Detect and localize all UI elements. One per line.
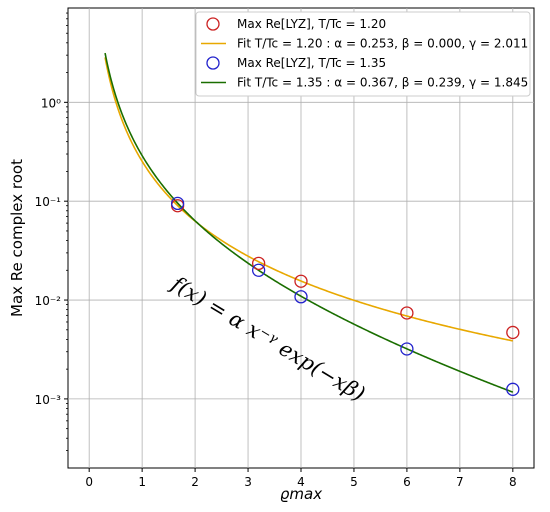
y-axis-label: Max Re complex root — [8, 159, 26, 317]
legend-marker — [206, 56, 220, 70]
x-tick-label: 4 — [297, 475, 305, 489]
y-tick-label: 10⁻¹ — [35, 195, 62, 209]
x-tick-label: 8 — [509, 475, 517, 489]
x-tick-label: 3 — [244, 475, 252, 489]
x-tick-label: 6 — [403, 475, 411, 489]
legend-label: Fit T/Tc = 1.35 : α = 0.367, β = 0.239, … — [237, 76, 528, 90]
x-tick-label: 5 — [350, 475, 358, 489]
x-tick-label: 0 — [85, 475, 93, 489]
y-tick-label: 10⁻³ — [35, 393, 62, 407]
y-tick-label: 10⁻² — [35, 294, 62, 308]
data-point — [400, 342, 414, 356]
x-axis-label: ϱmax — [280, 485, 322, 503]
data-point — [251, 263, 266, 277]
data-point — [400, 306, 414, 320]
formula-annotation: f(x) = α x⁻ᵞ exp(−xβ) — [166, 271, 370, 406]
data-point — [506, 325, 520, 340]
legend: Max Re[LYZ], T/Tc = 1.20 Fit T/Tc = 1.20 … — [195, 11, 531, 97]
x-tick-label: 7 — [456, 475, 464, 489]
legend-label: Max Re[LYZ], T/Tc = 1.20 — [237, 17, 386, 31]
legend-marker — [206, 17, 220, 31]
legend-label: Max Re[LYZ], T/Tc = 1.35 — [237, 56, 386, 70]
data-point — [170, 196, 185, 211]
x-tick-label: 2 — [191, 475, 199, 489]
legend-label: Fit T/Tc = 1.20 : α = 0.253, β = 0.000, … — [237, 37, 528, 51]
data-point — [294, 274, 308, 288]
data-point — [506, 382, 520, 396]
data-point — [294, 290, 308, 304]
axis-ticks: 0 1 2 3 4 5 6 7 8 10⁻³ 10⁻² 10⁻¹ 10⁰ — [35, 12, 517, 489]
fit-curves — [104, 52, 514, 393]
data-point — [251, 256, 266, 271]
data-points — [170, 196, 520, 396]
fit-curve — [104, 57, 513, 342]
legend-box — [195, 11, 531, 97]
x-tick-label: 1 — [138, 475, 146, 489]
y-tick-label: 10⁰ — [41, 96, 61, 110]
fit-curve — [104, 52, 514, 393]
